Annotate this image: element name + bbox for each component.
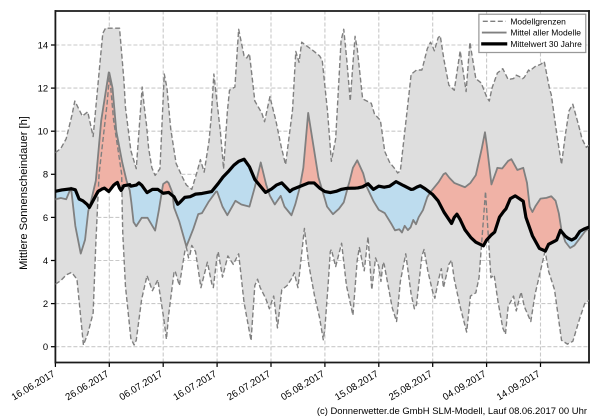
svg-text:Mittel aller Modelle: Mittel aller Modelle (510, 28, 581, 38)
svg-text:Mittlere Sonnenscheindauer [h]: Mittlere Sonnenscheindauer [h] (18, 116, 30, 270)
svg-text:0: 0 (43, 342, 48, 353)
svg-text:2: 2 (43, 299, 48, 310)
svg-text:12: 12 (38, 84, 49, 95)
svg-text:14: 14 (38, 40, 49, 51)
svg-text:10: 10 (38, 127, 49, 138)
svg-text:Modellgrenzen: Modellgrenzen (510, 16, 566, 26)
svg-text:6: 6 (43, 213, 48, 224)
svg-text:4: 4 (43, 256, 48, 267)
svg-text:Mittelwert 30 Jahre: Mittelwert 30 Jahre (510, 39, 582, 49)
svg-text:8: 8 (43, 170, 48, 181)
svg-text:(c) Donnerwetter.de GmbH SLM-M: (c) Donnerwetter.de GmbH SLM-Modell, Lau… (317, 406, 587, 417)
